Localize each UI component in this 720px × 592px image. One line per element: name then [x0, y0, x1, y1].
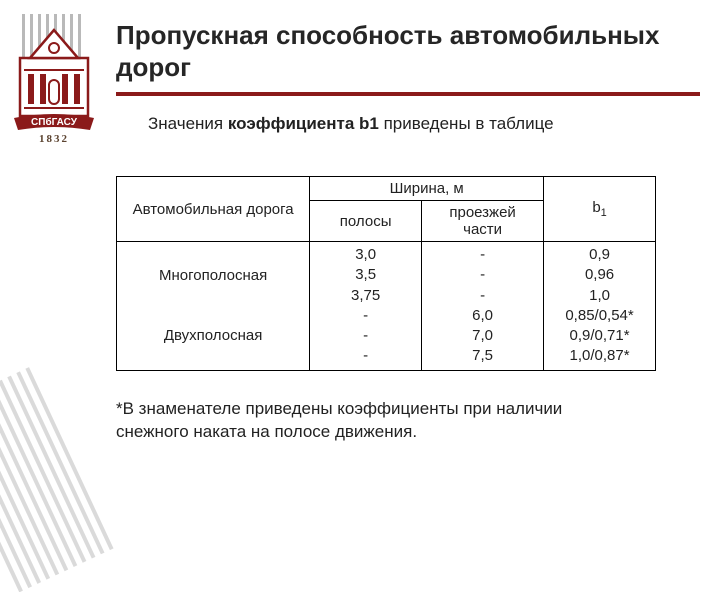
- th-carriageway: проезжейчасти: [422, 201, 544, 242]
- cell-road-types: Многополосная Двухполосная: [117, 242, 310, 371]
- th-width: Ширина, м: [310, 177, 544, 201]
- logo-year: 1832: [39, 133, 69, 144]
- coefficient-table: Автомобильная дорога Ширина, м b1 полосы…: [116, 176, 656, 371]
- subtitle-suffix: приведены в таблице: [379, 114, 554, 133]
- title-divider: [116, 92, 700, 96]
- cell-cw-values: - - - 6,0 7,0 7,5: [422, 242, 544, 371]
- table-header-row-1: Автомобильная дорога Ширина, м b1: [117, 177, 656, 201]
- table-data-row: Многополосная Двухполосная 3,0 3,5 3,75 …: [117, 242, 656, 371]
- logo-banner-icon: СПбГАСУ: [14, 114, 94, 130]
- page-title: Пропускная способность автомобильных дор…: [116, 20, 676, 83]
- decorative-stripes-icon: [0, 348, 155, 592]
- cell-b1-values: 0,9 0,96 1,0 0,85/0,54* 0,9/0,71* 1,0/0,…: [544, 242, 656, 371]
- th-road: Автомобильная дорога: [117, 177, 310, 242]
- subtitle-prefix: Значения: [148, 114, 228, 133]
- institution-logo: СПбГАСУ 1832: [10, 14, 98, 144]
- subtitle-text: Значения коэффициента b1 приведены в таб…: [148, 114, 554, 134]
- th-b1: b1: [544, 177, 656, 242]
- th-lane: полосы: [310, 201, 422, 242]
- subtitle-bold: коэффициента b1: [228, 114, 379, 133]
- logo-banner-text: СПбГАСУ: [31, 116, 78, 128]
- slide-root: СПбГАСУ 1832 Пропускная способность авто…: [0, 0, 720, 540]
- footnote-text: *В знаменателе приведены коэффициенты пр…: [116, 398, 636, 444]
- cell-lane-values: 3,0 3,5 3,75 - - -: [310, 242, 422, 371]
